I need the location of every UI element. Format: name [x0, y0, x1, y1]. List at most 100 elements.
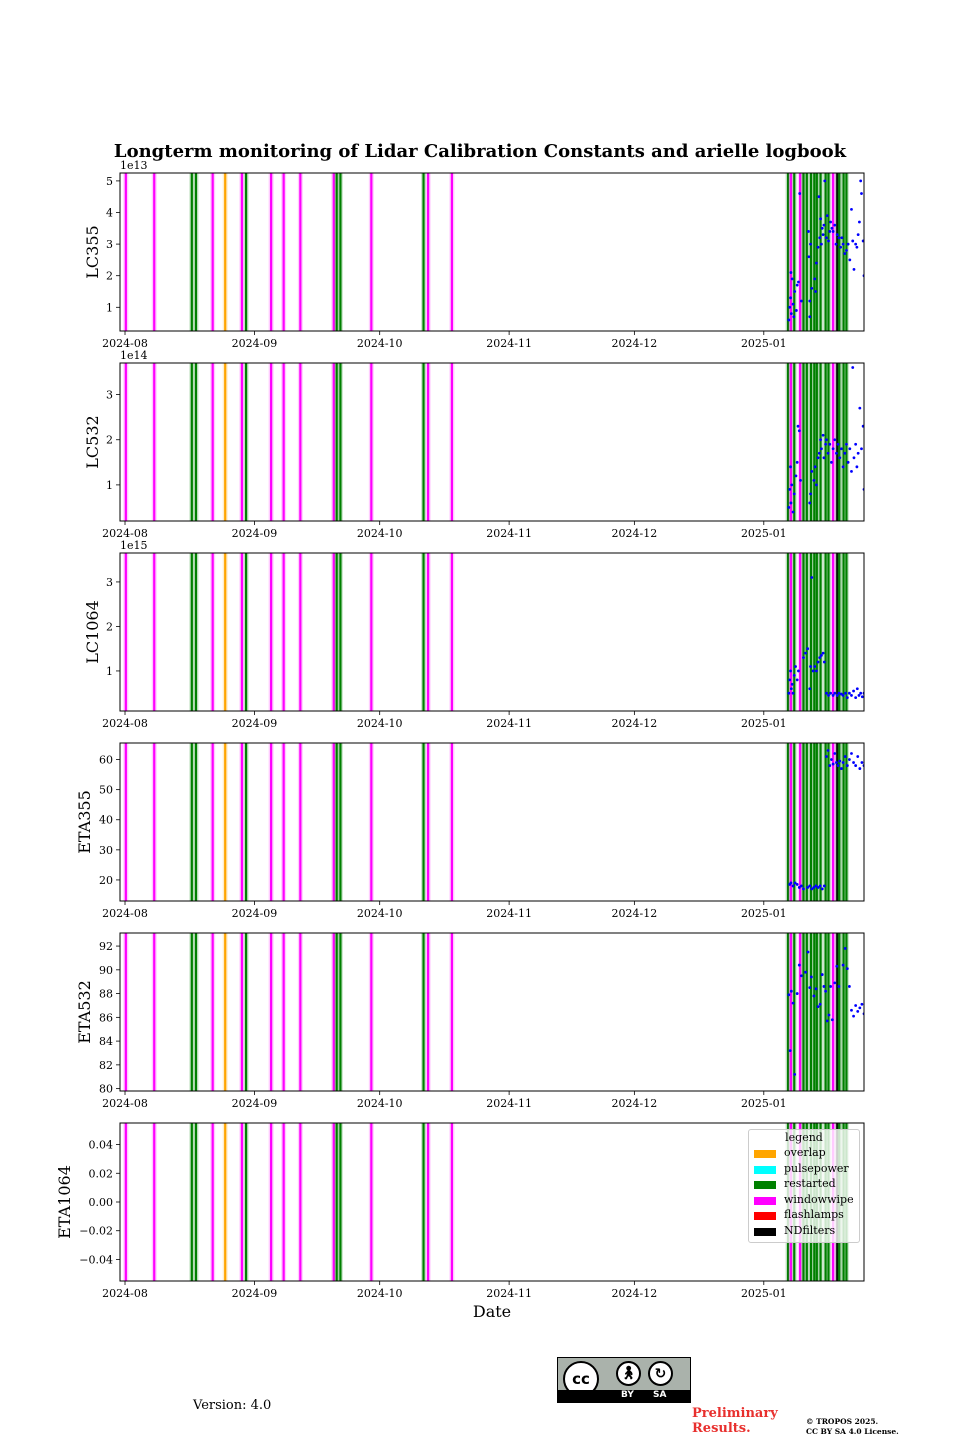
data-point	[789, 989, 793, 993]
x-tick-label: 2024-11	[486, 1287, 532, 1300]
legend-swatch-restarted	[754, 1181, 776, 1189]
data-point	[819, 217, 822, 221]
data-point	[830, 1018, 834, 1022]
data-point	[844, 691, 848, 695]
data-point	[812, 886, 816, 889]
data-point	[850, 469, 853, 473]
data-point	[847, 758, 851, 761]
x-tick-label: 2024-09	[232, 717, 278, 730]
x-axis-label: Date	[473, 1302, 511, 1321]
data-point	[831, 762, 835, 766]
data-point	[861, 239, 864, 243]
data-point	[818, 1002, 822, 1006]
x-tick-label: 2024-12	[612, 907, 658, 920]
data-point	[840, 236, 844, 240]
x-tick-label: 2025-01	[741, 337, 787, 350]
data-point	[793, 1072, 797, 1076]
data-point	[855, 465, 859, 469]
data-point	[799, 299, 803, 303]
data-point	[806, 950, 810, 954]
data-point	[816, 886, 820, 889]
y-tick-label: 40	[99, 814, 113, 827]
data-point	[825, 214, 829, 218]
data-point	[850, 1008, 853, 1012]
data-point	[837, 236, 841, 240]
x-tick-label: 2024-11	[486, 1097, 532, 1110]
y-offset-text: 1e13	[120, 159, 148, 172]
data-point	[794, 474, 798, 478]
data-point	[827, 239, 830, 243]
data-point	[846, 460, 850, 464]
data-point	[843, 451, 847, 455]
data-point	[821, 233, 825, 237]
x-tick-label: 2024-08	[102, 1287, 148, 1300]
data-point	[795, 460, 799, 464]
data-point	[791, 1001, 795, 1005]
data-point	[817, 195, 821, 199]
data-point	[833, 223, 837, 227]
y-tick-label: 2	[106, 270, 113, 283]
y-offset-text: 1e15	[120, 539, 148, 552]
data-point	[852, 689, 855, 693]
data-point	[797, 963, 801, 967]
data-point	[854, 1004, 858, 1007]
data-point	[808, 884, 812, 888]
data-point	[830, 758, 833, 761]
data-point	[846, 242, 850, 246]
data-point	[820, 653, 823, 657]
data-point	[789, 296, 792, 300]
version-label: Version: 4.0	[193, 1398, 272, 1413]
data-point	[854, 242, 858, 246]
x-tick-label: 2024-08	[102, 337, 148, 350]
data-point	[817, 451, 821, 455]
data-point	[847, 985, 851, 988]
data-point	[791, 302, 795, 306]
copyright-line-2: CC BY SA 4.0 License.	[806, 1427, 899, 1436]
legend-label: restarted	[784, 1177, 836, 1190]
legend-label: flashlamps	[784, 1208, 844, 1221]
data-point	[829, 985, 832, 988]
data-point	[857, 694, 861, 697]
data-point	[808, 315, 812, 319]
data-point	[792, 492, 796, 496]
data-point	[799, 478, 802, 482]
data-point	[822, 985, 826, 988]
data-point	[797, 429, 801, 433]
x-tick-label: 2024-11	[486, 337, 532, 350]
data-point	[809, 242, 812, 246]
data-point	[841, 694, 845, 697]
data-point	[830, 226, 834, 230]
data-point	[835, 694, 839, 697]
panel-plot-area	[123, 933, 864, 1091]
data-point	[802, 656, 805, 659]
panel-lc532: 1 2 3 1e14 LC532 2024-08 2024-09 2024-10 2024-11…	[83, 349, 865, 540]
data-point	[799, 974, 803, 978]
data-point	[841, 761, 845, 764]
data-point	[823, 179, 827, 183]
data-point	[814, 884, 818, 888]
data-point	[813, 465, 817, 469]
y-tick-label: 4	[106, 207, 113, 220]
data-point	[789, 501, 793, 505]
data-point	[815, 261, 818, 265]
legend-swatch-windowwipe	[754, 1196, 776, 1205]
data-point	[822, 660, 826, 664]
data-point	[831, 230, 835, 233]
data-point	[825, 438, 828, 442]
y-tick-label: 1	[106, 665, 113, 678]
data-point	[792, 315, 796, 319]
data-point	[790, 277, 794, 281]
data-point	[828, 442, 832, 446]
data-point	[828, 230, 832, 233]
data-point	[791, 510, 795, 514]
data-point	[804, 970, 807, 974]
preliminary-line-1: Preliminary	[692, 1406, 778, 1421]
x-tick-label: 2024-12	[612, 1287, 658, 1300]
data-point	[851, 239, 855, 243]
y-tick-label: 20	[99, 874, 113, 887]
data-point	[835, 761, 838, 764]
data-point	[789, 687, 793, 691]
legend: legend overlap pulsepower restarted wind…	[748, 1129, 860, 1243]
data-point	[848, 447, 852, 451]
x-tick-label: 2024-10	[357, 527, 403, 540]
